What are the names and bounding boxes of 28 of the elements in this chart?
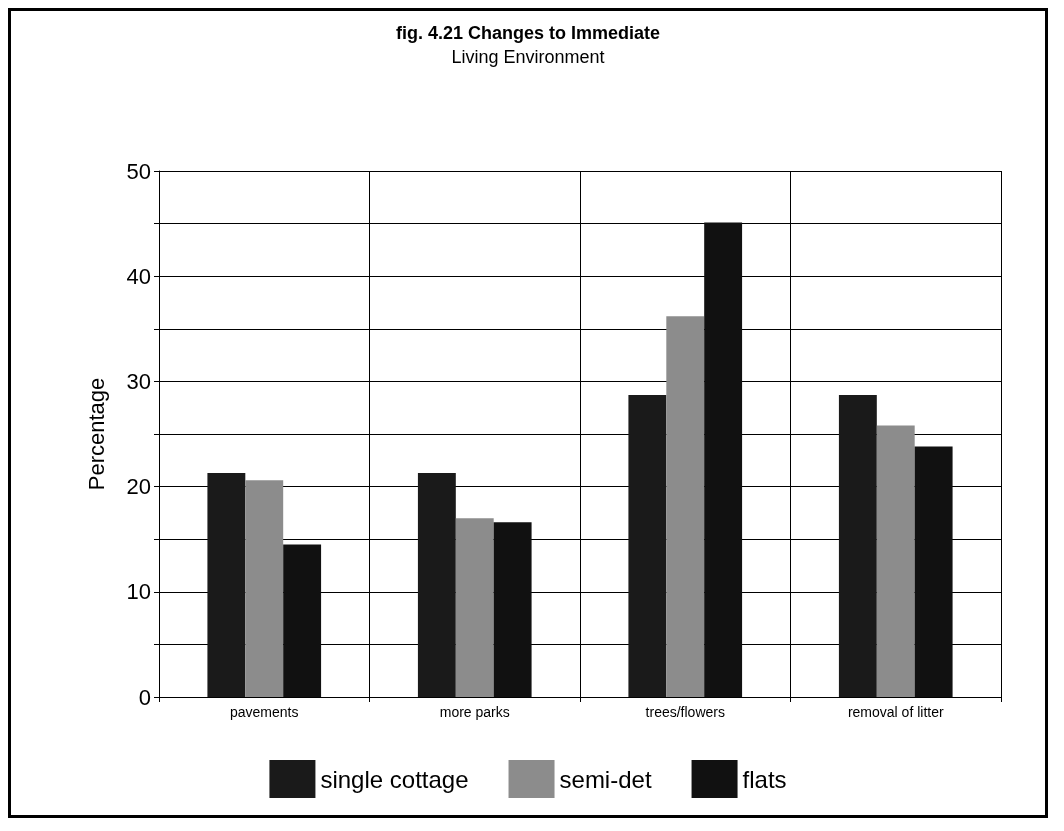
chart-title: fig. 4.21 Changes to Immediate bbox=[395, 23, 661, 43]
bar bbox=[666, 316, 705, 697]
bar bbox=[914, 446, 953, 697]
y-tick-label: 20 bbox=[126, 474, 151, 500]
bar bbox=[704, 222, 743, 697]
x-tick-label: more parks bbox=[439, 704, 510, 720]
x-tick-label: removal of litter bbox=[847, 704, 944, 720]
y-tick-label: 50 bbox=[126, 158, 151, 184]
y-tick-label: 10 bbox=[126, 579, 151, 605]
bar bbox=[207, 472, 246, 697]
bar bbox=[876, 425, 915, 697]
bar bbox=[628, 395, 667, 697]
bar bbox=[493, 522, 532, 697]
legend-label: single cottage bbox=[320, 765, 469, 793]
bar bbox=[455, 518, 494, 697]
y-tick-label: 40 bbox=[126, 263, 151, 289]
legend-label: flats bbox=[742, 765, 787, 793]
bar bbox=[417, 472, 456, 697]
chart-subtitle: Living Environment bbox=[451, 47, 605, 67]
y-tick-label: 30 bbox=[126, 368, 151, 394]
x-tick-label: trees/flowers bbox=[645, 704, 725, 720]
x-tick-label: pavements bbox=[230, 704, 299, 720]
y-tick-label: 0 bbox=[138, 684, 151, 710]
bar bbox=[283, 544, 322, 697]
bar bbox=[838, 395, 877, 697]
bar bbox=[245, 480, 284, 697]
y-axis-title: Percentage bbox=[83, 377, 109, 491]
legend-label: semi-det bbox=[559, 765, 652, 793]
